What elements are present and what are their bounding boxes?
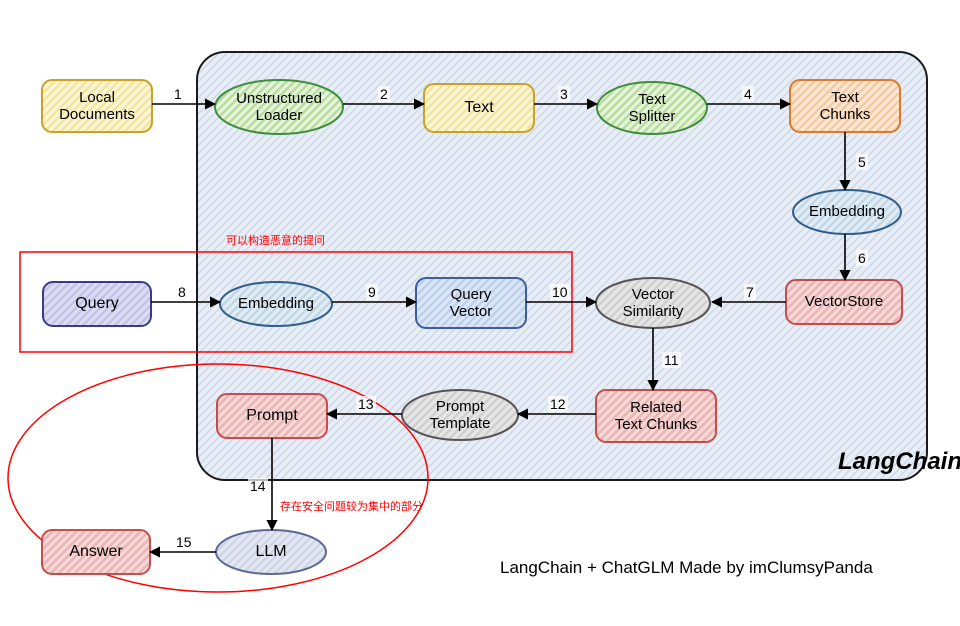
node-localdocs [42, 80, 152, 132]
node-llm [216, 530, 326, 574]
node-query [43, 282, 151, 326]
node-qvec [416, 278, 526, 328]
diagram-canvas [0, 0, 960, 626]
node-prompt [217, 394, 327, 438]
node-answer [42, 530, 150, 574]
node-vstore [786, 280, 902, 324]
node-vsim [596, 278, 710, 328]
node-chunks [790, 80, 900, 132]
node-splitter [597, 82, 707, 134]
node-loader [215, 80, 343, 134]
node-embed1 [793, 190, 901, 234]
node-ptpl [402, 390, 518, 440]
node-embed2 [220, 282, 332, 326]
node-related [596, 390, 716, 442]
node-text [424, 84, 534, 132]
